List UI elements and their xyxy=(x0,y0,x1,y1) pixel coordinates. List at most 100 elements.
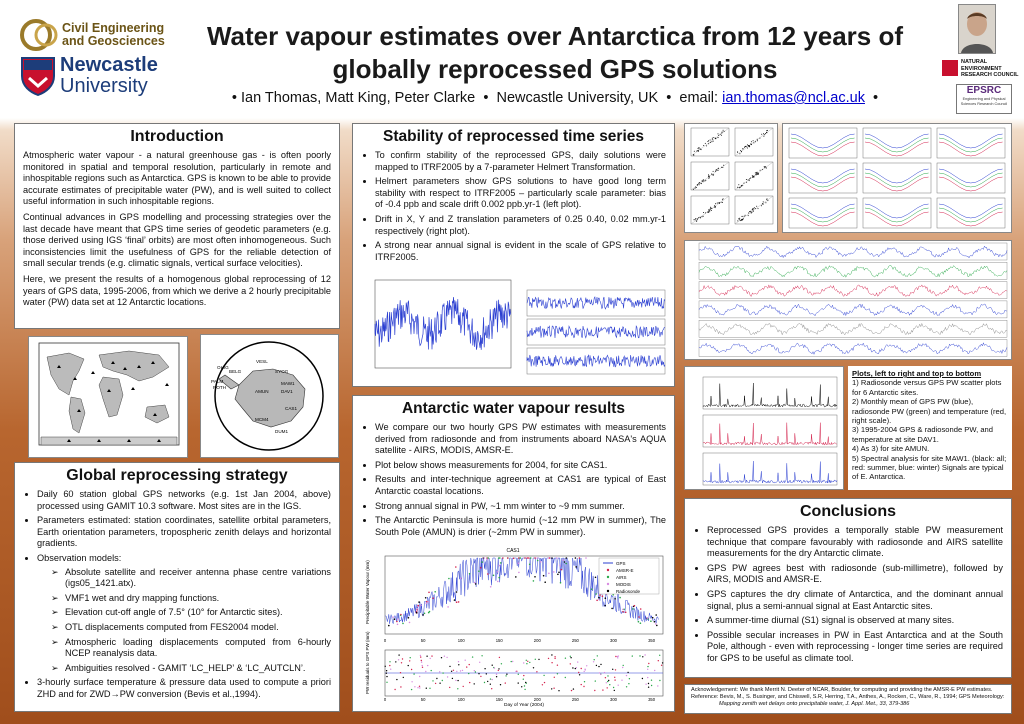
residual-point xyxy=(527,660,529,662)
strategy-subbullet: Absolute satellite and receiver antenna … xyxy=(51,567,331,590)
data-point xyxy=(396,623,399,626)
stability-title: Stability of reprocessed time series xyxy=(382,128,645,145)
residual-point xyxy=(578,674,581,676)
data-point xyxy=(544,581,546,583)
residual-point xyxy=(525,681,527,684)
antarctic-results-title: Antarctic water vapour results xyxy=(401,400,626,417)
residual-point xyxy=(648,662,650,665)
svg-text:CAS1: CAS1 xyxy=(506,548,519,554)
residual-point xyxy=(625,674,628,677)
residual-point xyxy=(659,654,661,656)
x-tick-label: 0 xyxy=(384,638,387,643)
plots-caption-item: 3) 1995-2004 GPS & radiosonde PW, and te… xyxy=(852,425,993,444)
residual-point xyxy=(553,687,555,689)
svg-text:GPS: GPS xyxy=(616,561,626,566)
data-point xyxy=(562,559,564,561)
residual-point xyxy=(473,683,475,685)
residual-point xyxy=(625,686,628,688)
residual-point xyxy=(570,689,573,692)
residual-point xyxy=(525,659,527,661)
residual-point xyxy=(517,673,519,675)
stability-bullet: A strong near annual signal is evident i… xyxy=(375,240,666,263)
residual-point xyxy=(622,664,624,667)
residual-point xyxy=(521,686,523,688)
residual-point xyxy=(613,689,615,692)
residual-point xyxy=(569,655,571,657)
residual-point xyxy=(481,655,483,657)
residual-point xyxy=(385,672,388,674)
residual-point xyxy=(598,672,601,674)
data-point xyxy=(502,557,504,559)
residual-point xyxy=(614,679,616,681)
residual-point xyxy=(551,662,553,664)
residual-point xyxy=(498,656,501,659)
residual-point xyxy=(617,684,619,686)
residual-point xyxy=(541,684,544,686)
conclusion-bullet: Reprocessed GPS provides a temporally st… xyxy=(707,525,1003,560)
reference-text: Mapping zenith wet delays onto precipita… xyxy=(719,701,910,708)
introduction-paragraph: Atmospheric water vapour - a natural gre… xyxy=(23,150,331,207)
residual-point xyxy=(553,676,555,678)
antarctic-bullet: We compare our two hourly GPS PW estimat… xyxy=(375,422,666,457)
data-point xyxy=(424,597,427,599)
residual-point xyxy=(386,681,388,683)
residual-point xyxy=(446,656,448,659)
residual-point xyxy=(572,667,574,669)
residual-point xyxy=(604,677,607,679)
residual-point xyxy=(446,676,449,678)
residual-point xyxy=(410,668,413,671)
data-point xyxy=(542,574,545,577)
residual-point xyxy=(390,668,392,670)
data-point xyxy=(526,557,529,559)
ceg-logo-text: Civil Engineering and Geosciences xyxy=(62,21,165,48)
data-point xyxy=(416,607,419,610)
residual-point xyxy=(397,659,400,661)
residual-point xyxy=(639,655,641,657)
data-point xyxy=(498,576,500,579)
data-point xyxy=(534,557,536,559)
data-point xyxy=(532,580,535,582)
data-point xyxy=(506,557,509,559)
plots-caption-panel: Plots, left to right and top to bottom 1… xyxy=(848,366,1012,490)
residual-point xyxy=(594,680,596,682)
data-point xyxy=(489,586,492,588)
stability-bullet: Helmert parameters show GPS solutions to… xyxy=(375,176,666,211)
residual-point xyxy=(627,671,629,674)
residual-point xyxy=(512,660,514,663)
x-tick-label: 50 xyxy=(421,638,426,643)
residual-point xyxy=(609,684,611,686)
residual-point xyxy=(647,665,649,668)
residual-point xyxy=(400,686,402,688)
residual-point xyxy=(491,688,493,690)
data-point xyxy=(556,557,558,559)
residual-point xyxy=(489,678,492,680)
data-point xyxy=(426,600,428,603)
introduction-title: Introduction xyxy=(130,128,224,145)
data-point xyxy=(396,620,398,623)
residual-point xyxy=(614,669,617,671)
residual-point xyxy=(396,678,398,681)
residual-point xyxy=(595,664,598,667)
residual-point xyxy=(517,682,519,684)
data-point xyxy=(596,599,598,602)
data-point xyxy=(653,620,656,623)
data-point xyxy=(418,601,420,603)
residual-point xyxy=(657,685,659,687)
residual-point xyxy=(426,655,428,657)
data-point xyxy=(427,611,430,614)
email-link[interactable]: ian.thomas@ncl.ac.uk xyxy=(722,90,865,106)
svg-text:DUM1: DUM1 xyxy=(275,429,288,434)
x-tick-label: 350 xyxy=(648,638,656,643)
residual-point xyxy=(410,688,413,691)
residual-point xyxy=(421,666,424,668)
residual-point xyxy=(645,683,647,685)
residual-point xyxy=(647,686,650,688)
strategy-subbullet: VMF1 wet and dry mapping functions. xyxy=(51,593,331,605)
data-point xyxy=(599,594,601,596)
data-point xyxy=(425,602,428,605)
residual-point xyxy=(439,682,441,684)
residual-point xyxy=(386,675,388,678)
residual-point xyxy=(468,663,470,666)
residual-point xyxy=(600,673,602,676)
residual-point xyxy=(510,660,512,663)
